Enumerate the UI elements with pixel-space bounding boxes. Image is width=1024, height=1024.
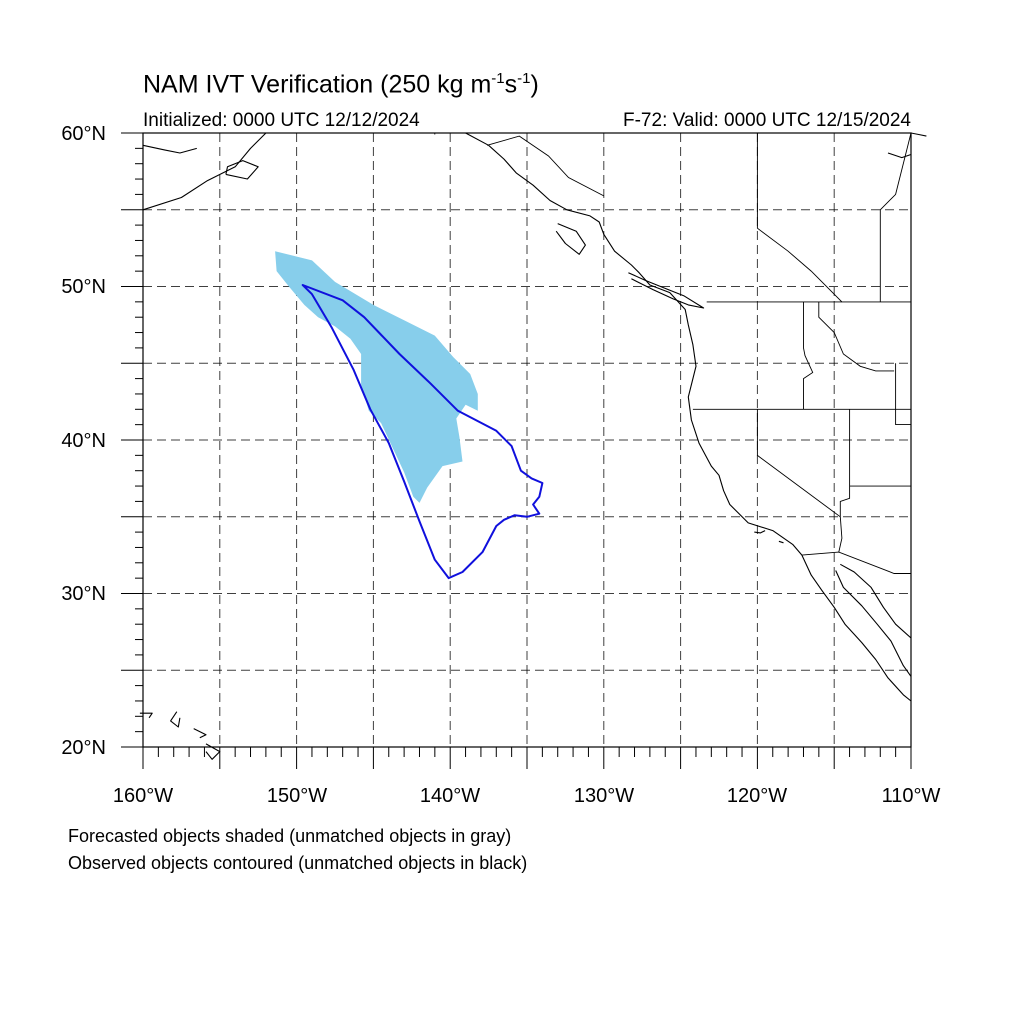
lon-label-140w: 140°W [419, 785, 481, 807]
lat-label-30: 30°N [61, 583, 106, 605]
observed-legend-note: Observed objects contoured (unmatched ob… [68, 853, 528, 873]
coastline-segment [840, 563, 912, 639]
lon-label-150w: 150°W [266, 785, 328, 807]
coastline-segment [887, 152, 912, 159]
border-segment [756, 409, 841, 518]
coastline-segment [555, 223, 586, 255]
lon-label-160w: 160°W [112, 785, 174, 807]
coastline-segment [628, 272, 705, 309]
border-segment [486, 135, 605, 197]
coastline-segment [910, 132, 927, 137]
coastline-segment [754, 530, 766, 534]
lat-label-60: 60°N [61, 123, 106, 145]
lon-label-130w: 130°W [573, 785, 635, 807]
forecast-shaded-object [275, 251, 478, 503]
forecast-legend-note: Forecasted objects shaded (unmatched obj… [68, 826, 512, 846]
border-segment [801, 551, 911, 574]
coastline-segment [778, 540, 784, 544]
border-segment [838, 516, 843, 553]
coastline-segment [139, 712, 153, 719]
lon-label-120w: 120°W [726, 785, 788, 807]
lat-label-20: 20°N [61, 737, 106, 759]
coastline-segment [170, 711, 181, 728]
axis-ticks [121, 132, 912, 769]
coastline-segment [193, 728, 207, 739]
lon-label-110w: 110°W [881, 785, 941, 807]
coastlines [139, 132, 927, 760]
valid-time: F-72: Valid: 0000 UTC 12/15/2024 [623, 110, 911, 131]
border-segment [839, 409, 851, 517]
map-frame [142, 132, 912, 748]
observed-contour-object [301, 284, 544, 580]
political-borders [434, 132, 912, 574]
lat-label-40: 40°N [61, 430, 106, 452]
coastline-segment [142, 132, 267, 211]
lat-label-50: 50°N [61, 276, 106, 298]
border-segment [895, 363, 911, 426]
initialized-time: Initialized: 0000 UTC 12/12/2024 [143, 110, 420, 131]
border-segment [879, 132, 912, 302]
border-segment [803, 301, 814, 410]
border-segment [818, 301, 895, 372]
coastline-segment [465, 132, 912, 702]
coastline-segment [205, 743, 221, 760]
border-segment [756, 133, 843, 303]
coastline-segment [142, 144, 197, 154]
grid-lines [143, 133, 911, 747]
coastline-segment [225, 160, 259, 180]
ivt-objects [275, 251, 544, 580]
coastline-segment [835, 570, 912, 677]
chart-title: NAM IVT Verification (250 kg m-1s-1) [143, 70, 539, 99]
